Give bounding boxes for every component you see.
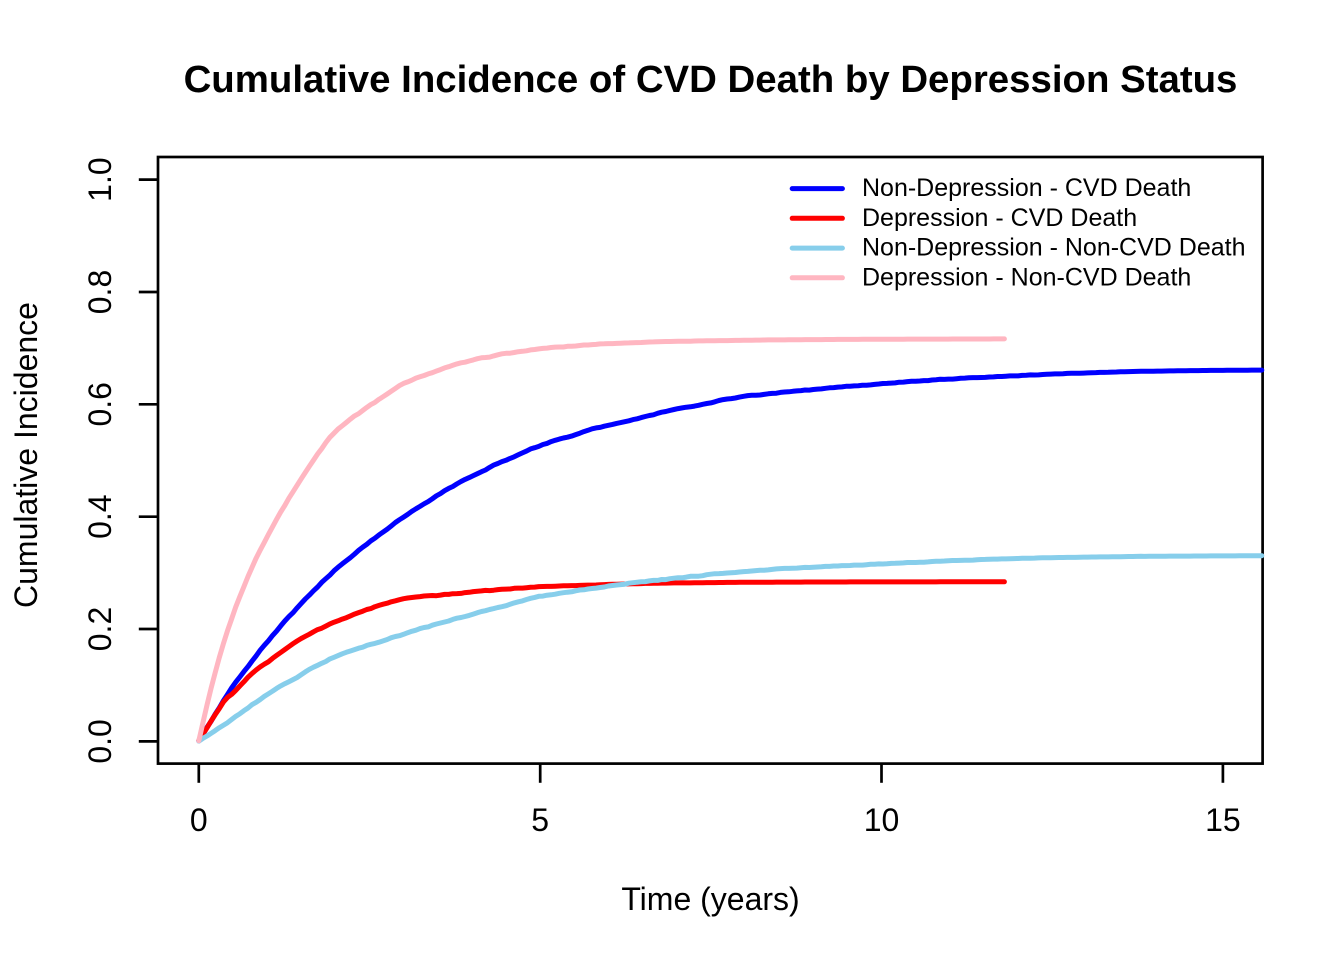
svg-text:0: 0	[190, 802, 208, 838]
svg-text:0.4: 0.4	[82, 494, 118, 538]
svg-text:0.2: 0.2	[82, 607, 118, 651]
svg-text:Depression - Non-CVD Death: Depression - Non-CVD Death	[862, 263, 1191, 291]
svg-text:Non-Depression - CVD Death: Non-Depression - CVD Death	[862, 174, 1191, 202]
svg-text:0.6: 0.6	[82, 382, 118, 426]
svg-text:1.0: 1.0	[82, 157, 118, 201]
svg-text:0.8: 0.8	[82, 270, 118, 314]
svg-text:Time (years): Time (years)	[621, 881, 799, 917]
svg-text:Depression - CVD Death: Depression - CVD Death	[862, 204, 1137, 232]
svg-text:Cumulative Incidence of CVD De: Cumulative Incidence of CVD Death by Dep…	[184, 58, 1238, 101]
svg-text:Cumulative Incidence: Cumulative Incidence	[8, 302, 44, 608]
svg-text:0.0: 0.0	[82, 719, 118, 763]
svg-text:5: 5	[531, 802, 549, 838]
svg-text:15: 15	[1205, 802, 1241, 838]
svg-text:10: 10	[864, 802, 900, 838]
svg-text:Non-Depression - Non-CVD Death: Non-Depression - Non-CVD Death	[862, 234, 1245, 262]
